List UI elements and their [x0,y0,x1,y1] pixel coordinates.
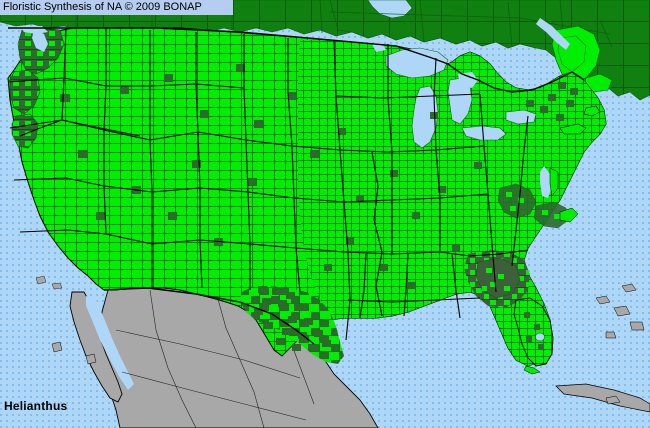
appalachian-counties [497,183,569,229]
taxon-name-label: Helianthus [4,399,68,413]
texas-counties [240,286,344,364]
caribbean-islands [555,283,650,413]
state-boundaries [7,27,529,341]
southeast-counties [464,250,530,308]
new-england-counties [526,82,578,121]
map-title-bar: Floristic Synthesis of NA © 2009 BONAP [0,0,233,15]
region-united-states [7,26,607,375]
map-title-text: Floristic Synthesis of NA © 2009 BONAP [3,1,202,13]
interior-dark-counties [60,64,482,289]
national-borders [8,27,585,345]
florida-peninsula [513,297,554,367]
pacific-northwest-counties [9,26,65,149]
great-lakes [372,42,537,149]
